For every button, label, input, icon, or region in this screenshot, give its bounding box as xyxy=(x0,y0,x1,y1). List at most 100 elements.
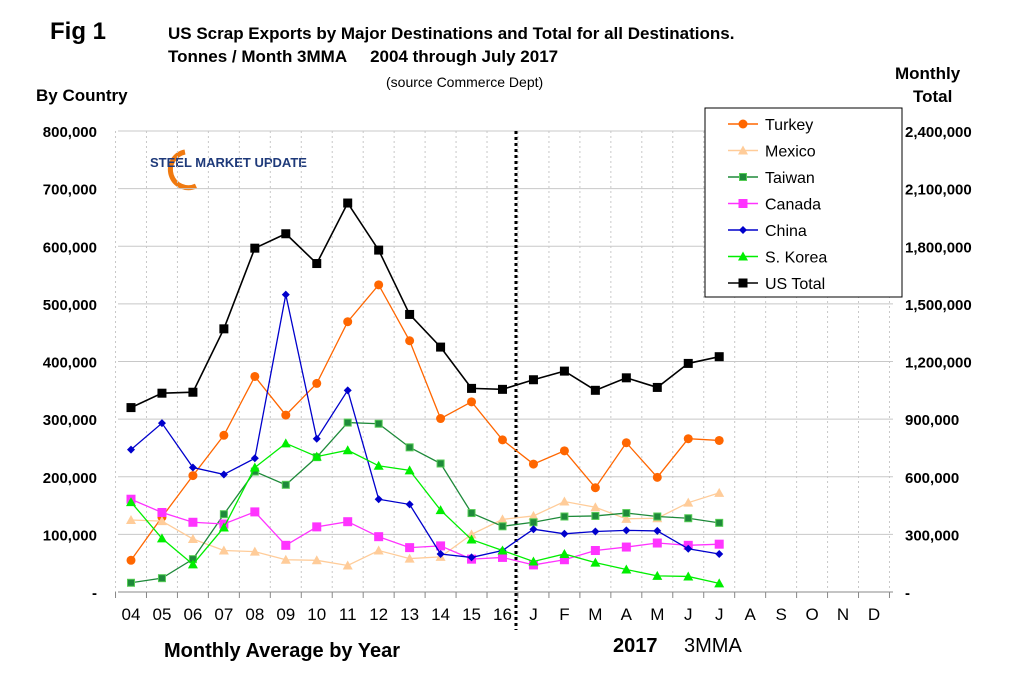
data-point-taiwan xyxy=(436,459,445,468)
data-point-mexico xyxy=(590,502,601,512)
legend-marker-taiwan xyxy=(739,173,747,181)
legend-label-canada: Canada xyxy=(765,197,821,214)
data-point-china xyxy=(219,470,228,479)
data-point-mexico xyxy=(404,553,415,563)
data-point-taiwan xyxy=(467,509,476,518)
legend-marker-us-total xyxy=(738,278,748,288)
data-point-taiwan xyxy=(405,443,414,452)
data-point-turkey xyxy=(559,446,569,456)
x-tick-label: 10 xyxy=(307,605,326,624)
data-point-canada xyxy=(590,546,600,556)
x-tick-label: 16 xyxy=(493,605,512,624)
data-point-canada xyxy=(343,517,353,527)
data-point-mexico xyxy=(621,513,632,523)
data-point-us-total xyxy=(374,245,384,255)
x-tick-label: N xyxy=(837,605,849,624)
data-point-taiwan xyxy=(343,418,352,427)
data-point-mexico xyxy=(249,546,260,556)
data-point-taiwan xyxy=(653,512,662,521)
left-tick-label: 700,000 xyxy=(43,182,97,199)
data-point-taiwan xyxy=(684,514,693,523)
data-point-canada xyxy=(621,542,631,552)
data-point-turkey xyxy=(188,471,198,481)
data-point-turkey xyxy=(343,317,353,327)
data-point-us-total xyxy=(250,243,260,253)
x-tick-label: 14 xyxy=(431,605,450,624)
left-tick-label: 300,000 xyxy=(43,412,97,429)
data-point-taiwan xyxy=(498,522,507,531)
data-point-s-korea xyxy=(342,445,353,455)
x-tick-label: D xyxy=(868,605,880,624)
right-tick-label: 900,000 xyxy=(905,412,959,429)
data-point-china xyxy=(250,454,259,463)
data-point-s-korea xyxy=(652,570,663,580)
x-tick-label: M xyxy=(588,605,602,624)
x-axis-title: Monthly Average by Year xyxy=(164,640,401,662)
data-point-us-total xyxy=(652,382,662,392)
data-point-us-total xyxy=(436,342,446,352)
data-point-mexico xyxy=(466,529,477,539)
data-point-turkey xyxy=(652,472,662,482)
data-point-china xyxy=(405,500,414,509)
data-point-taiwan xyxy=(591,511,600,520)
right-tick-label: 600,000 xyxy=(905,470,959,487)
data-point-us-total xyxy=(467,383,477,393)
x-tick-label: 11 xyxy=(339,605,357,624)
series-line-china xyxy=(130,294,720,559)
data-point-us-total xyxy=(281,229,291,239)
x-tick-label: 04 xyxy=(122,605,141,624)
data-point-s-korea xyxy=(528,556,539,566)
legend-box xyxy=(704,107,903,298)
data-point-china xyxy=(653,526,662,535)
data-point-s-korea xyxy=(559,548,570,558)
right-tick-label: 1,200,000 xyxy=(905,355,972,372)
legend-label-china: China xyxy=(765,223,807,240)
legend-marker-turkey xyxy=(738,119,748,129)
data-point-canada xyxy=(652,538,662,548)
data-point-canada xyxy=(312,522,322,532)
legend-label-s-korea: S. Korea xyxy=(765,250,827,267)
data-point-mexico xyxy=(126,514,136,524)
data-point-china xyxy=(157,419,166,428)
data-point-turkey xyxy=(374,280,384,290)
data-point-us-total xyxy=(559,366,569,376)
x-axis-3mma: 3MMA xyxy=(684,635,742,657)
series-line-us-total xyxy=(130,201,720,409)
data-point-turkey xyxy=(436,414,446,424)
data-point-china xyxy=(127,445,135,454)
data-point-canada xyxy=(559,555,569,565)
right-tick-label: - xyxy=(905,585,910,602)
x-tick-label: J xyxy=(684,605,693,624)
data-point-turkey xyxy=(126,555,136,565)
data-point-turkey xyxy=(219,430,229,440)
data-point-s-korea xyxy=(497,545,508,555)
left-tick-label: 600,000 xyxy=(43,239,97,256)
data-point-s-korea xyxy=(156,533,167,543)
left-tick-label: 400,000 xyxy=(43,355,97,372)
data-point-taiwan xyxy=(281,480,290,489)
data-point-s-korea xyxy=(683,571,694,581)
data-point-china xyxy=(312,434,321,443)
data-point-china xyxy=(281,290,290,299)
right-tick-label: 2,400,000 xyxy=(905,124,972,141)
data-point-s-korea xyxy=(590,557,601,567)
left-tick-label: - xyxy=(92,585,97,602)
logo-swoosh-icon xyxy=(167,149,198,191)
logo-text: STEEL MARKET UPDATE xyxy=(150,155,307,170)
data-point-china xyxy=(529,525,538,534)
data-point-mexico xyxy=(714,487,725,497)
data-point-s-korea xyxy=(714,578,725,588)
data-point-s-korea xyxy=(435,505,446,515)
right-axis-title-1: Monthly xyxy=(895,64,961,83)
data-point-mexico xyxy=(156,516,167,526)
right-tick-label: 1,500,000 xyxy=(905,297,972,314)
data-point-s-korea xyxy=(373,460,384,470)
data-point-us-total xyxy=(126,403,136,413)
data-point-turkey xyxy=(498,435,507,445)
data-point-canada xyxy=(188,517,198,527)
data-point-turkey xyxy=(281,410,291,420)
data-point-mexico xyxy=(311,555,322,565)
x-tick-label: 08 xyxy=(245,605,264,624)
legend-label-turkey: Turkey xyxy=(765,117,813,134)
